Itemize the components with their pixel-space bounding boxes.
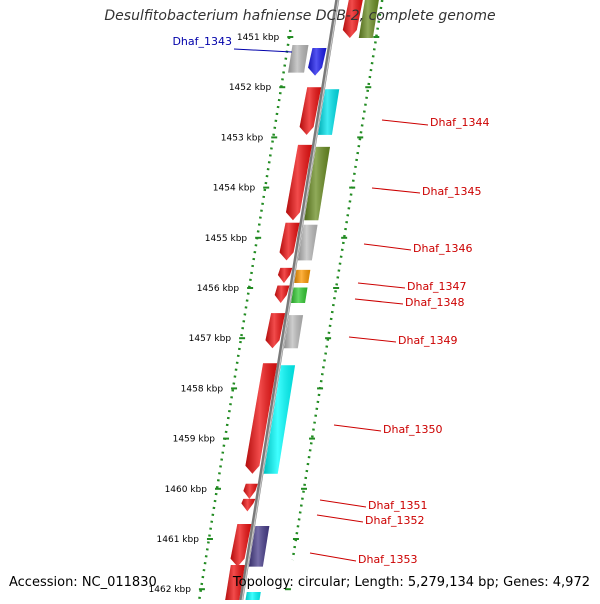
scale-tick-label: 1462 kbp	[149, 585, 192, 595]
gene-arrow-Dhaf_1351-shade	[243, 483, 258, 499]
scale-tick-label: 1452 kbp	[229, 83, 272, 93]
gene-leader-line	[319, 499, 367, 508]
gene-leader-line	[348, 336, 397, 343]
gene-label-Dhaf_1347[interactable]: Dhaf_1347	[407, 280, 467, 293]
gene-arrow-Dhaf_1348-shade	[274, 285, 290, 304]
gene-arrow-Dhaf_1347-shade	[277, 267, 293, 283]
gene-arrow-offscreen-bottom-shade	[224, 565, 245, 602]
scale-tick-label: 1455 kbp	[205, 234, 248, 244]
gene-box-Dhaf_1343-gray-shade	[288, 45, 309, 73]
gene-arrow-Dhaf_1350-shade	[245, 363, 278, 474]
gene-label-Dhaf_1345[interactable]: Dhaf_1345	[422, 185, 482, 198]
accession-text: Accession: NC_011830	[9, 575, 157, 590]
gene-leader-line	[371, 187, 421, 194]
genome-title: Desulfitobacterium hafniense DCB-2, comp…	[104, 8, 496, 24]
gene-label-Dhaf_1351[interactable]: Dhaf_1351	[368, 499, 428, 512]
scale-tick-label: 1461 kbp	[157, 535, 200, 545]
gene-label-Dhaf_1349[interactable]: Dhaf_1349	[398, 334, 458, 347]
scale-tick-label: 1458 kbp	[181, 384, 224, 394]
gene-arrow-Dhaf_1345-shade	[285, 144, 313, 221]
gene-label-Dhaf_1350[interactable]: Dhaf_1350	[383, 423, 443, 436]
gene-label-Dhaf_1343[interactable]: Dhaf_1343	[172, 35, 232, 48]
gene-leader-line	[333, 424, 382, 432]
genome-backbone	[238, 0, 340, 604]
gene-feature-Dhaf_1350-shade	[263, 365, 296, 474]
gene-leader-line	[357, 282, 406, 289]
gene-leader-line	[316, 514, 364, 523]
topology-summary: Topology: circular; Length: 5,279,134 bp…	[232, 575, 590, 590]
gene-feature-Dhaf_1345-shade	[304, 146, 331, 221]
scale-tick-label: 1456 kbp	[197, 284, 240, 294]
scale-tick-label: 1453 kbp	[221, 133, 264, 143]
gene-feature-offscreen-bottom-shade	[245, 592, 261, 602]
scale-tick-label: 1451 kbp	[237, 33, 280, 43]
gene-feature-Dhaf_1344-shade	[317, 89, 340, 135]
gene-feature-Dhaf_1347-shade	[294, 269, 311, 283]
scale-tick-label: 1454 kbp	[213, 184, 256, 194]
gene-arrow-Dhaf_1353-shade	[230, 523, 252, 567]
gene-label-Dhaf_1344[interactable]: Dhaf_1344	[430, 116, 490, 129]
scale-tick-label: 1457 kbp	[189, 334, 232, 344]
gene-leader-line	[354, 298, 404, 305]
scale-line-left	[197, 29, 292, 601]
gene-feature-Dhaf_1348-shade	[291, 287, 308, 304]
gene-feature-offscreen-top-shade	[358, 0, 379, 38]
gene-feature-Dhaf_1349-shade	[283, 315, 304, 349]
gene-leader-line	[363, 243, 412, 251]
genome-backbone-highlight	[240, 0, 339, 604]
gene-leader-line	[381, 119, 429, 126]
gene-arrow-offscreen-top-shade	[342, 0, 363, 38]
gene-arrow-Dhaf_1352-shade	[241, 498, 256, 512]
gene-label-Dhaf_1353[interactable]: Dhaf_1353	[358, 553, 418, 566]
gene-label-Dhaf_1346[interactable]: Dhaf_1346	[413, 242, 473, 255]
gene-arrow-Dhaf_1343-shade	[308, 48, 327, 76]
gene-arrow-Dhaf_1344-shade	[299, 87, 322, 135]
gene-label-Dhaf_1352[interactable]: Dhaf_1352	[365, 514, 425, 527]
gene-leader-line	[233, 48, 293, 53]
gene-leader-line	[309, 552, 357, 562]
gene-label-Dhaf_1348[interactable]: Dhaf_1348	[405, 296, 465, 309]
gene-arrow-Dhaf_1349-shade	[265, 313, 286, 349]
scale-tick-label: 1460 kbp	[165, 485, 208, 495]
gene-feature-Dhaf_1353-shade	[248, 525, 270, 567]
gene-arrow-Dhaf_1346-shade	[279, 222, 300, 261]
scale-tick-label: 1459 kbp	[173, 435, 216, 445]
gene-feature-Dhaf_1346-shade	[297, 224, 318, 261]
